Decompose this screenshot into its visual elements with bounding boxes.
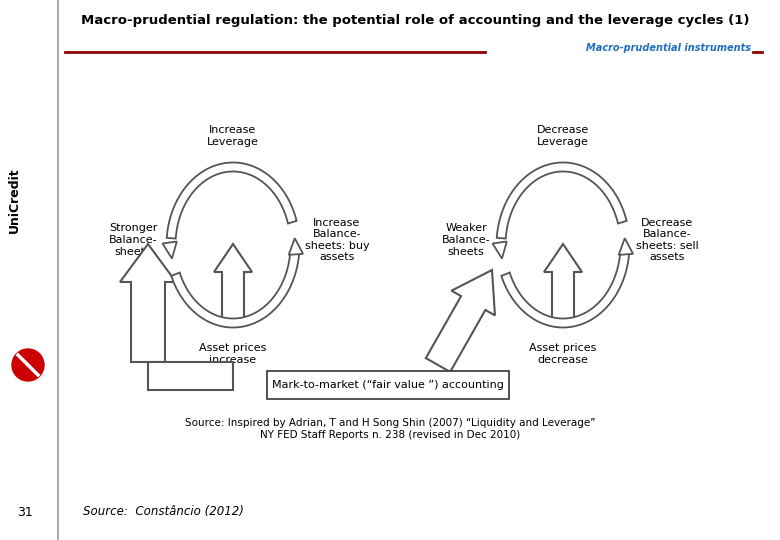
Polygon shape [214, 244, 252, 322]
FancyBboxPatch shape [267, 371, 509, 399]
Polygon shape [502, 252, 629, 327]
Polygon shape [162, 241, 177, 259]
Polygon shape [619, 238, 633, 255]
Polygon shape [172, 252, 300, 327]
Polygon shape [497, 163, 626, 239]
Text: Asset prices
decrease: Asset prices decrease [530, 343, 597, 364]
Text: Macro-prudential instruments: Macro-prudential instruments [586, 43, 750, 53]
Text: Macro-prudential regulation: the potential role of accounting and the leverage c: Macro-prudential regulation: the potenti… [81, 14, 750, 27]
Polygon shape [120, 244, 176, 362]
Text: Decrease
Balance-
sheets: sell
assets: Decrease Balance- sheets: sell assets [636, 218, 698, 262]
Text: Source:  Constâncio (2012): Source: Constâncio (2012) [83, 505, 244, 518]
Text: Stronger
Balance-
sheets: Stronger Balance- sheets [108, 224, 158, 256]
Text: Weaker
Balance-
sheets: Weaker Balance- sheets [441, 224, 491, 256]
Circle shape [12, 349, 44, 381]
Text: Increase
Balance-
sheets: buy
assets: Increase Balance- sheets: buy assets [305, 218, 369, 262]
Polygon shape [544, 244, 582, 322]
Text: Asset prices
increase: Asset prices increase [200, 343, 267, 364]
Text: Source: Inspired by Adrian, T and H Song Shin (2007) “Liquidity and Leverage”: Source: Inspired by Adrian, T and H Song… [185, 418, 595, 428]
Text: NY FED Staff Reports n. 238 (revised in Dec 2010): NY FED Staff Reports n. 238 (revised in … [260, 430, 520, 440]
Text: Mark-to-market (“fair value ”) accounting: Mark-to-market (“fair value ”) accountin… [272, 380, 504, 390]
Text: Increase
Leverage: Increase Leverage [207, 125, 259, 147]
Polygon shape [492, 241, 507, 259]
Polygon shape [426, 270, 495, 372]
Polygon shape [289, 238, 303, 255]
Text: UniCredit: UniCredit [8, 167, 20, 233]
Text: 31: 31 [17, 505, 33, 518]
Text: Decrease
Leverage: Decrease Leverage [537, 125, 589, 147]
Polygon shape [167, 163, 296, 239]
Bar [148, 362, 233, 390]
